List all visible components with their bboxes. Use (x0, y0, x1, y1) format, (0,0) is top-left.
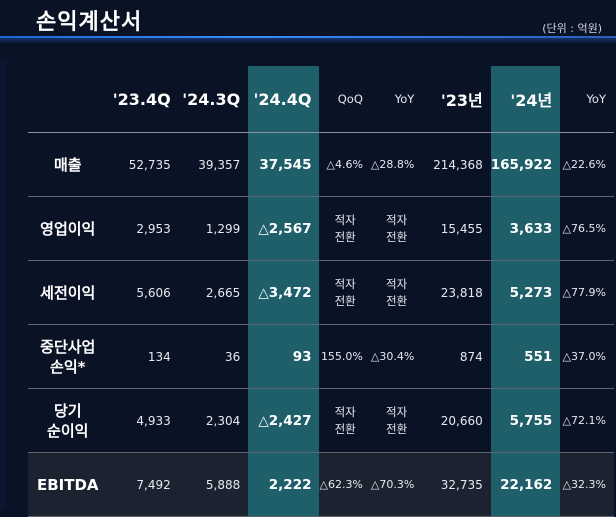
table-row: 중단사업 손익* 134 36 93 155.0% △30.4% 874 551 △37.0% (28, 324, 614, 389)
cell-value: △4.6% (319, 132, 371, 197)
cell-value: 134 (107, 324, 179, 389)
row-label: 세전이익 (28, 260, 108, 325)
cell-value: 2,222 (248, 452, 320, 517)
cell-value: 5,755 (490, 388, 561, 453)
cell-value: △28.8% (370, 132, 423, 197)
row-label: 중단사업 손익* (28, 324, 108, 389)
col-header: '24.3Q (178, 66, 249, 133)
left-edge-decoration (0, 60, 6, 509)
cell-value: 551 (490, 324, 561, 389)
cell-value: 874 (422, 324, 491, 389)
cell-value: △2,427 (248, 388, 320, 453)
cell-value: 적자 전환 (370, 388, 423, 453)
cell-value: 37,545 (248, 132, 320, 197)
cell-value: 적자 전환 (370, 196, 423, 261)
cell-value: △32.3% (560, 452, 614, 517)
cell-value: 23,818 (422, 260, 491, 325)
col-header: QoQ (319, 66, 371, 133)
cell-value: 36 (178, 324, 249, 389)
row-label: EBITDA (28, 452, 108, 517)
cell-value: △30.4% (370, 324, 423, 389)
page-title: 손익계산서 (36, 10, 143, 35)
cell-value: 32,735 (422, 452, 491, 517)
cell-value: 52,735 (107, 132, 179, 197)
cell-value: 165,922 (490, 132, 561, 197)
table-header-row: '23.4Q '24.3Q '24.4Q QoQ YoY '23년 '24년 Y… (28, 66, 614, 133)
cell-value: 1,299 (178, 196, 249, 261)
cell-value: 5,606 (107, 260, 179, 325)
col-header: YoY (560, 66, 614, 133)
cell-value: 4,933 (107, 388, 179, 453)
cell-value: 214,368 (422, 132, 491, 197)
table-row: 세전이익 5,606 2,665 △3,472 적자 전환 적자 전환 23,818 5,27… (28, 260, 614, 325)
cell-value: 20,660 (422, 388, 491, 453)
table-row: 영업이익 2,953 1,299 △2,567 적자 전환 적자 전환 15,455 3,63… (28, 196, 614, 261)
table-row: EBITDA 7,492 5,888 2,222 △62.3% △70.3% 32,735 2… (28, 452, 614, 517)
header-empty (28, 66, 108, 133)
title-divider (0, 36, 616, 38)
table-row: 매출 52,735 39,357 37,545 △4.6% △28.8% 214,368 16… (28, 132, 614, 197)
col-header: '24.4Q (248, 66, 320, 133)
cell-value: △2,567 (248, 196, 320, 261)
unit-note: (단위 : 억원) (542, 22, 602, 35)
title-divider-glow (0, 38, 616, 44)
cell-value: △37.0% (560, 324, 614, 389)
cell-value: △76.5% (560, 196, 614, 261)
cell-value: △22.6% (560, 132, 614, 197)
cell-value: 2,953 (107, 196, 179, 261)
cell-value: 5,273 (490, 260, 561, 325)
cell-value: 155.0% (319, 324, 371, 389)
col-header: YoY (370, 66, 423, 133)
cell-value: 7,492 (107, 452, 179, 517)
income-statement-table: '23.4Q '24.3Q '24.4Q QoQ YoY '23년 '24년 Y… (28, 66, 614, 517)
cell-value: 2,665 (178, 260, 249, 325)
cell-value: 93 (248, 324, 320, 389)
cell-value: 15,455 (422, 196, 491, 261)
col-header: '23년 (422, 66, 491, 133)
cell-value: △3,472 (248, 260, 320, 325)
cell-value: 39,357 (178, 132, 249, 197)
cell-value: 적자 전환 (370, 260, 423, 325)
row-label: 영업이익 (28, 196, 108, 261)
cell-value: △62.3% (319, 452, 371, 517)
cell-value: 2,304 (178, 388, 249, 453)
cell-value: 적자 전환 (319, 260, 371, 325)
col-header: '24년 (490, 66, 561, 133)
row-label: 매출 (28, 132, 108, 197)
cell-value: 적자 전환 (319, 388, 371, 453)
cell-value: △77.9% (560, 260, 614, 325)
cell-value: 5,888 (178, 452, 249, 517)
table-row: 당기 순이익 4,933 2,304 △2,427 적자 전환 적자 전환 20,660 5,… (28, 388, 614, 453)
cell-value: 3,633 (490, 196, 561, 261)
cell-value: △70.3% (370, 452, 423, 517)
row-label: 당기 순이익 (28, 388, 108, 453)
cell-value: 적자 전환 (319, 196, 371, 261)
cell-value: △72.1% (560, 388, 614, 453)
cell-value: 22,162 (490, 452, 561, 517)
col-header: '23.4Q (107, 66, 179, 133)
